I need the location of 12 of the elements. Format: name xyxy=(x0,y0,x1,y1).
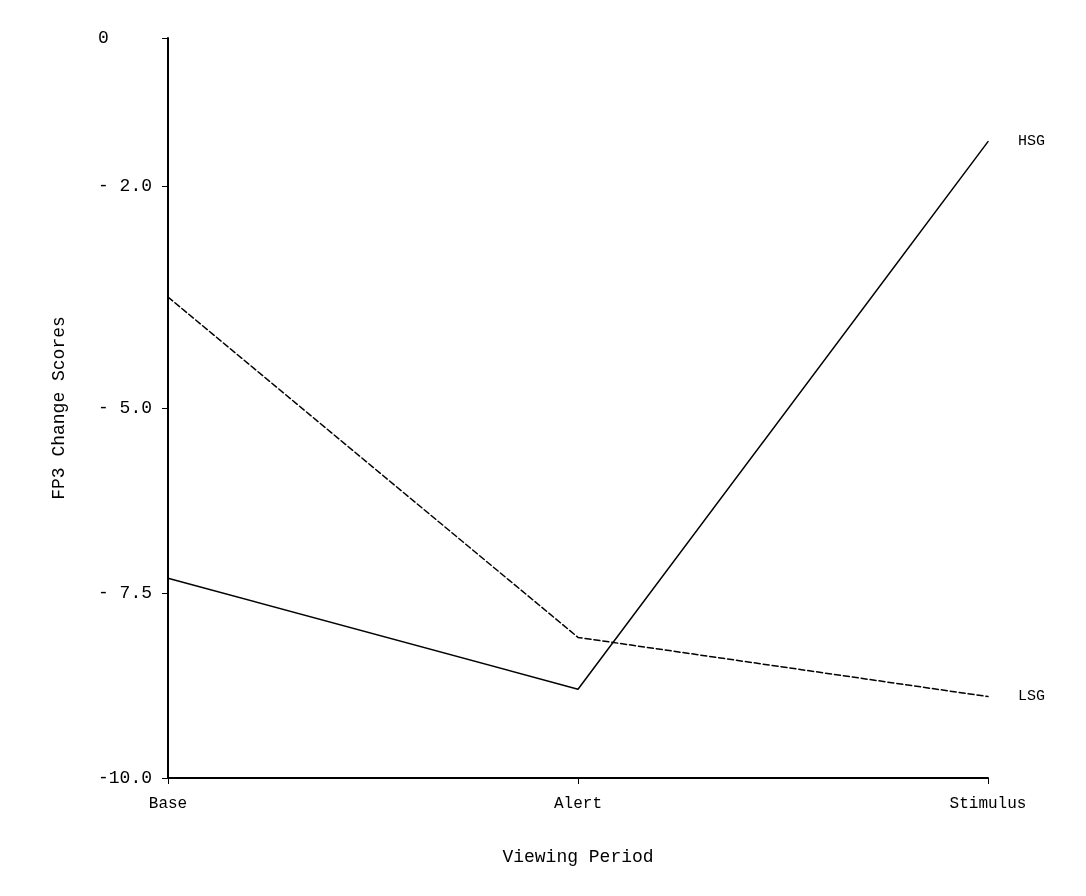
y-tick-label: -10.0 xyxy=(98,768,153,788)
x-tick-label: Alert xyxy=(553,795,603,813)
x-axis-title: Viewing Period xyxy=(502,847,654,867)
series-label: LSG xyxy=(1018,688,1046,706)
series-label: HSG xyxy=(1018,133,1046,151)
y-tick-label: - 5.0 xyxy=(98,398,153,418)
x-tick-label: Stimulus xyxy=(949,795,1027,813)
y-tick-label: - 2.0 xyxy=(98,176,153,196)
y-axis-title: FP3 Change Scores xyxy=(49,316,69,500)
y-tick-label: - 7.5 xyxy=(98,583,153,603)
x-tick-label: Base xyxy=(148,795,188,813)
y-tick-label: 0 xyxy=(98,28,109,48)
